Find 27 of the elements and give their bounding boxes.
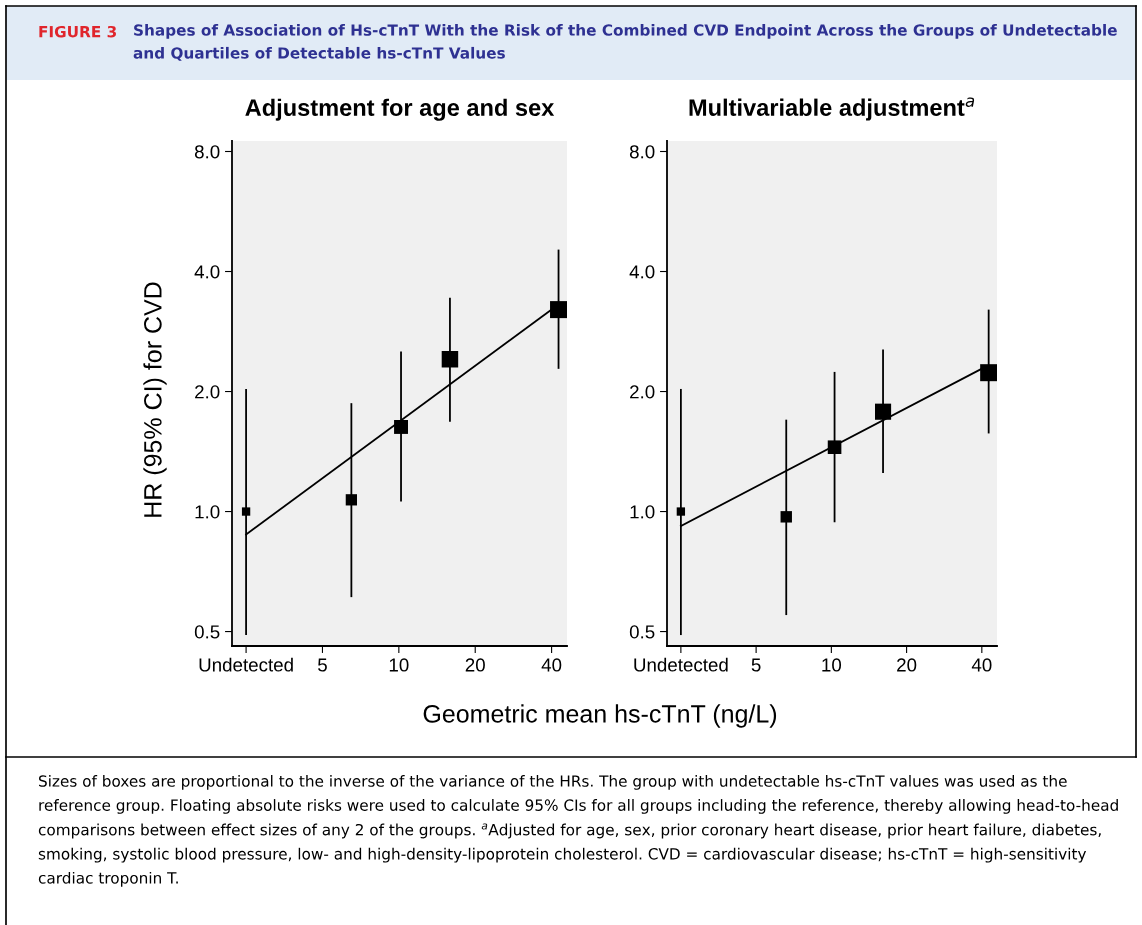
x-tick-label: 40 [971,658,992,672]
x-tick-label: 10 [822,658,842,672]
y-tick-label: 2.0 [630,385,655,399]
y-tick-label: 1.0 [630,505,655,519]
x-tick-label: 5 [751,658,761,672]
caption: FIGURE 3 [39,25,116,38]
x-axis-title: Geometric mean hs-cTnT (ng/L) [423,704,777,728]
x-tick-label: 20 [465,658,485,672]
y-tick-label: 2.0 [195,385,220,399]
y-tick-label: 1.0 [195,505,220,519]
x-tick-label: 5 [318,658,327,672]
y-tick-label: 0.5 [194,625,220,639]
text: Sizes of boxes are proportional to the inverse of the variance of the HRs. The group with undetectable hs-cTnT values was used as the reference group. Floating absolute risks were used to calculate 95% CIs for all groups including the reference, thereby allowing head-to-head comparisons between effect sizes of any 2 of the groups. $^{a}$Adjusted for age, sex, prior coronary heart disease, prior heart failure, diabetes, smoking, systolic blood pressure, low- and high-density-lipoprotein cholesterol. CVD = cardiovascular disease; hs-cTnT = high-sensitivity cardiac troponin T. [38,775,1118,887]
y-tick-label: 8.0 [194,145,220,159]
y-tick-label: 0.5 [629,625,655,639]
y-tick-label: 8.0 [629,145,655,159]
x-tick-label: 10 [389,658,409,672]
chart-title: Multivariable adjustment$^{a}$ [689,97,975,121]
chart-title: Adjustment for age and sex [245,98,555,121]
x-tick-label: 40 [541,658,562,672]
text: Shapes of Association of Hs-cTnT With the Risk of the Combined CVD Endpoint Across the Groups of Undetectable and Quartiles of Detectable hs-cTnT Values [133,24,1117,61]
x-tick-label: 20 [897,658,917,672]
y-tick-label: 4.0 [194,265,220,279]
x-tick-label: Undetected [634,657,728,672]
y-tick-label: 4.0 [629,265,655,279]
y-axis-title: HR (95% CI) for CVD [143,282,167,517]
x-tick-label: Undetected [199,657,293,672]
